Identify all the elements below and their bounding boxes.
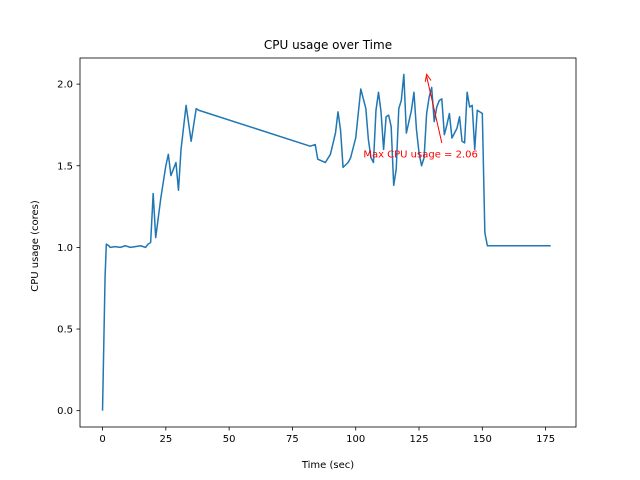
- annotation-arrow: [426, 76, 443, 144]
- annotation-arrowhead: [424, 73, 432, 82]
- y-tick-label-1: 0.5: [57, 325, 73, 336]
- x-axis-label: Time (sec): [301, 460, 354, 471]
- x-tick-label-5: 125: [409, 434, 428, 445]
- x-tick-label-2: 50: [223, 434, 236, 445]
- x-tick-label-3: 75: [286, 434, 299, 445]
- plot-area: 0 25 50 75 100 125 150 175 0.0 0.5 1.0 1.5 2.0 Max CP…: [57, 57, 577, 445]
- series-line-0: [101, 73, 551, 411]
- y-tick-label-3: 1.5: [57, 161, 73, 172]
- y-tick-label-0: 0.0: [57, 406, 73, 417]
- x-tick-label-4: 100: [346, 434, 365, 445]
- axes-frame: [79, 57, 577, 428]
- x-tick-label-6: 150: [473, 434, 492, 445]
- y-axis-label: CPU usage (cores): [30, 200, 41, 292]
- chart-title: CPU usage over Time: [264, 38, 392, 52]
- x-tick-label-0: 0: [99, 434, 105, 445]
- x-tick-label-7: 175: [536, 434, 555, 445]
- x-tick-label-1: 25: [159, 434, 172, 445]
- y-tick-label-2: 1.0: [57, 243, 73, 254]
- annotation-text: Max CPU usage = 2.06: [363, 150, 478, 161]
- y-tick-label-4: 2.0: [57, 80, 73, 91]
